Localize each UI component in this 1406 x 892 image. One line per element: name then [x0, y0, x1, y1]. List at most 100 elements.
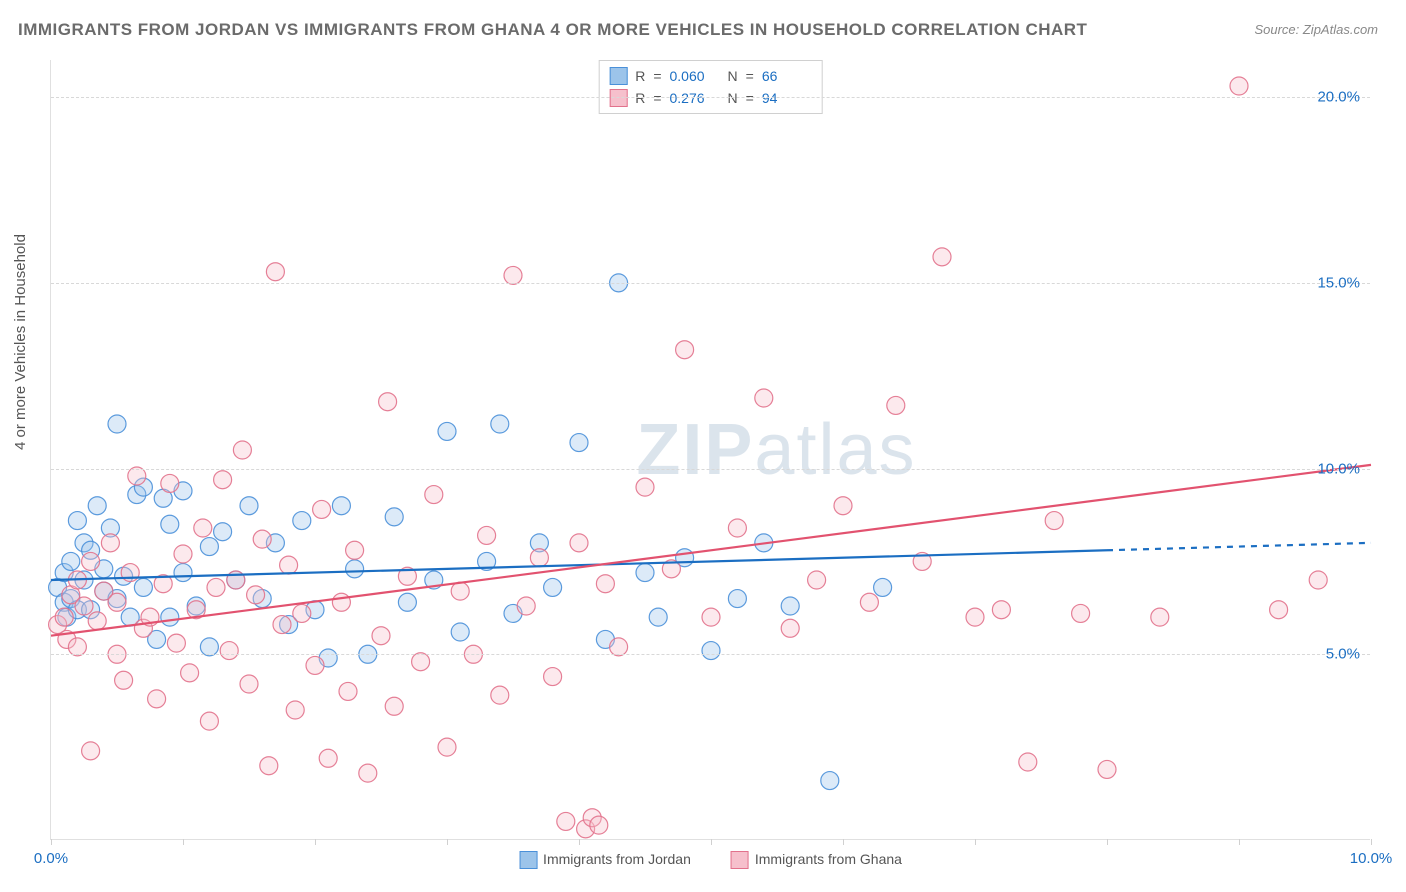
data-point-ghana [55, 608, 73, 626]
x-tick [51, 839, 52, 845]
data-point-ghana [1230, 77, 1248, 95]
data-point-ghana [438, 738, 456, 756]
data-point-ghana [82, 552, 100, 570]
data-point-ghana [992, 601, 1010, 619]
data-point-ghana [966, 608, 984, 626]
legend-swatch-icon [731, 851, 749, 869]
data-point-jordan [174, 564, 192, 582]
legend-item-ghana: Immigrants from Ghana [731, 851, 902, 869]
legend-eq: = [746, 65, 754, 87]
data-point-ghana [260, 757, 278, 775]
source-label: Source: ZipAtlas.com [1254, 22, 1378, 37]
data-point-jordan [134, 578, 152, 596]
x-tick [579, 839, 580, 845]
y-tick-label: 20.0% [1317, 89, 1360, 106]
data-point-ghana [167, 634, 185, 652]
data-point-ghana [544, 668, 562, 686]
data-point-ghana [425, 486, 443, 504]
data-point-ghana [860, 593, 878, 611]
data-point-ghana [781, 619, 799, 637]
x-tick-label: 10.0% [1350, 850, 1393, 867]
data-point-ghana [194, 519, 212, 537]
data-point-ghana [636, 478, 654, 496]
legend-label: Immigrants from Jordan [543, 851, 691, 867]
x-tick [843, 839, 844, 845]
legend-swatch-icon [609, 67, 627, 85]
legend-eq: = [653, 65, 661, 87]
data-point-jordan [161, 515, 179, 533]
chart-title: IMMIGRANTS FROM JORDAN VS IMMIGRANTS FRO… [18, 20, 1087, 40]
data-point-jordan [214, 523, 232, 541]
data-point-jordan [161, 608, 179, 626]
data-point-jordan [451, 623, 469, 641]
data-point-ghana [181, 664, 199, 682]
data-point-ghana [610, 638, 628, 656]
data-point-jordan [781, 597, 799, 615]
data-point-jordan [544, 578, 562, 596]
data-point-jordan [332, 497, 350, 515]
data-point-ghana [82, 742, 100, 760]
data-point-jordan [346, 560, 364, 578]
data-point-ghana [75, 597, 93, 615]
data-point-jordan [438, 422, 456, 440]
grid-line [51, 654, 1370, 655]
trend-line-dashed-jordan [1107, 543, 1371, 550]
data-point-ghana [174, 545, 192, 563]
data-point-ghana [1019, 753, 1037, 771]
data-point-ghana [1270, 601, 1288, 619]
chart-area: ZIPatlas R=0.060N=66R=0.276N=94 Immigran… [50, 60, 1370, 840]
data-point-ghana [1072, 604, 1090, 622]
legend-r-label: R [635, 65, 645, 87]
data-point-ghana [379, 393, 397, 411]
data-point-ghana [273, 616, 291, 634]
data-point-ghana [200, 712, 218, 730]
data-point-ghana [570, 534, 588, 552]
data-point-ghana [504, 266, 522, 284]
data-point-jordan [62, 552, 80, 570]
data-point-jordan [636, 564, 654, 582]
data-point-ghana [319, 749, 337, 767]
data-point-ghana [530, 549, 548, 567]
data-point-ghana [346, 541, 364, 559]
data-point-ghana [220, 642, 238, 660]
data-point-ghana [233, 441, 251, 459]
legend-label: Immigrants from Ghana [755, 851, 902, 867]
data-point-ghana [557, 812, 575, 830]
y-tick-label: 10.0% [1317, 460, 1360, 477]
data-point-ghana [385, 697, 403, 715]
data-point-jordan [108, 415, 126, 433]
grid-line [51, 469, 1370, 470]
y-axis-label: 4 or more Vehicles in Household [12, 234, 29, 450]
data-point-ghana [1151, 608, 1169, 626]
legend-n-value: 66 [762, 65, 812, 87]
data-point-ghana [728, 519, 746, 537]
data-point-ghana [88, 612, 106, 630]
plot-svg [51, 60, 1370, 839]
data-point-jordan [68, 512, 86, 530]
data-point-jordan [821, 772, 839, 790]
x-tick [183, 839, 184, 845]
data-point-ghana [1098, 760, 1116, 778]
grid-line [51, 97, 1370, 98]
data-point-jordan [200, 638, 218, 656]
data-point-ghana [412, 653, 430, 671]
legend-r-value: 0.060 [670, 65, 720, 87]
data-point-ghana [517, 597, 535, 615]
data-point-ghana [676, 341, 694, 359]
x-tick [711, 839, 712, 845]
data-point-ghana [148, 690, 166, 708]
legend-corr-row-jordan: R = 0.060 N = 66 [609, 65, 812, 87]
data-point-ghana [590, 816, 608, 834]
legend-swatch-icon [519, 851, 537, 869]
data-point-ghana [451, 582, 469, 600]
data-point-ghana [280, 556, 298, 574]
data-point-ghana [266, 263, 284, 281]
y-tick-label: 15.0% [1317, 274, 1360, 291]
data-point-ghana [887, 396, 905, 414]
legend-n-label: N [728, 65, 738, 87]
data-point-jordan [728, 590, 746, 608]
data-point-ghana [339, 682, 357, 700]
data-point-ghana [359, 764, 377, 782]
data-point-ghana [207, 578, 225, 596]
data-point-ghana [755, 389, 773, 407]
